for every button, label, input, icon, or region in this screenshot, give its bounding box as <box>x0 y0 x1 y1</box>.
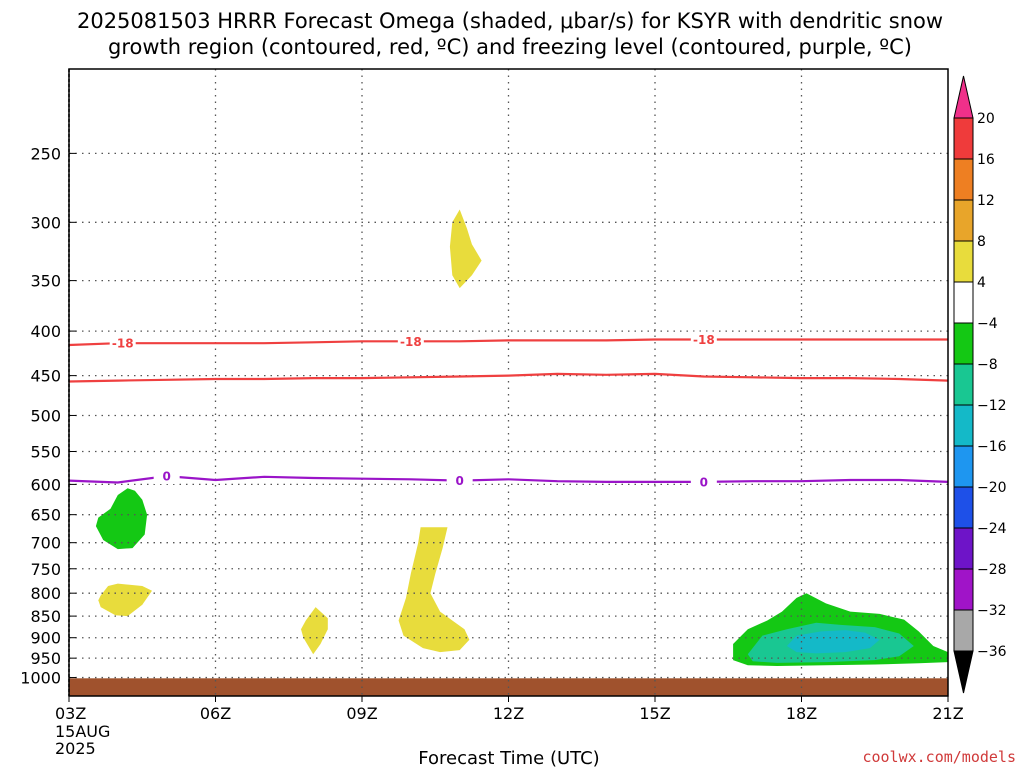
y-tick-label: 500 <box>30 406 61 425</box>
colorbar-segment <box>953 404 974 447</box>
contour-label: -18 <box>112 337 134 351</box>
x-tick-sublabel: 15AUG <box>55 722 110 741</box>
contour-label: -18 <box>693 333 715 347</box>
contour-line-1 <box>68 372 949 383</box>
x-tick-label: 03Z <box>55 704 86 723</box>
colorbar-label: −16 <box>977 439 1007 455</box>
colorbar-segment <box>953 322 974 365</box>
colorbar-segment <box>953 199 974 242</box>
y-tick-label: 600 <box>30 475 61 494</box>
colorbar-segment <box>953 117 974 160</box>
contour-label-bg <box>397 333 424 350</box>
colorbar-label: 16 <box>977 152 995 168</box>
omega-yellow-1 <box>98 583 152 617</box>
y-tick-label: 700 <box>30 534 61 553</box>
contour-label: 0 <box>162 470 170 484</box>
contour-line-2 <box>68 474 949 484</box>
x-tick-sublabel: 2025 <box>55 739 96 758</box>
contour-label-bg <box>109 335 136 352</box>
colorbar-label: −28 <box>977 562 1007 578</box>
x-tick-label: 09Z <box>346 704 377 723</box>
plot-area: -18 -18 -18 0 0 0 250 300 350 400 450 500 550 600 650 7… <box>20 68 964 758</box>
y-tick-label: 950 <box>30 649 61 668</box>
colorbar-segment <box>953 445 974 488</box>
contour-label-bg <box>446 472 473 489</box>
colorbar-label: −4 <box>977 316 998 332</box>
colorbar-bottom-arrow <box>953 650 974 694</box>
x-tick-label: 21Z <box>932 704 963 723</box>
y-tick-label: 900 <box>30 629 61 648</box>
colorbar-label: 12 <box>977 193 995 209</box>
x-tick-label: 15Z <box>639 704 670 723</box>
chart-title-line-1: 2025081503 HRRR Forecast Omega (shaded, … <box>77 9 943 33</box>
colorbar-segment <box>953 609 974 652</box>
colorbar-label: 8 <box>977 234 986 250</box>
x-tick-label: 12Z <box>493 704 524 723</box>
y-tick-label: 750 <box>30 560 61 579</box>
contour-line-0 <box>68 338 948 347</box>
y-tick-label: 350 <box>30 272 61 291</box>
credit-text: coolwx.com/models <box>862 748 1016 766</box>
y-tick-label: 850 <box>30 607 61 626</box>
colorbar-segment <box>953 240 974 283</box>
omega-yellow-4 <box>398 527 470 653</box>
colorbar: 20 16 12 8 4 −4 −8 −12 −16 −20 −24 −28 −32 −36 <box>953 75 1007 694</box>
contour-label-bg <box>153 468 180 485</box>
y-tick-label: 400 <box>30 322 61 341</box>
y-tick-label: 250 <box>30 144 61 163</box>
colorbar-label: −32 <box>977 603 1007 619</box>
colorbar-segment <box>953 568 974 611</box>
omega-cyan-1 <box>786 630 880 654</box>
y-tick-label: 550 <box>30 443 61 462</box>
colorbar-label: 20 <box>977 111 995 127</box>
y-tick-label: 1000 <box>20 669 61 688</box>
colorbar-label: −36 <box>977 644 1007 660</box>
colorbar-label: −24 <box>977 521 1007 537</box>
x-axis-title: Forecast Time (UTC) <box>418 748 599 768</box>
colorbar-label: −12 <box>977 398 1007 414</box>
contour-label-bg <box>690 331 717 348</box>
colorbar-label: −20 <box>977 480 1007 496</box>
colorbar-segment <box>953 486 974 529</box>
chart-title-line-2: growth region (contoured, red, ºC) and f… <box>108 35 912 59</box>
y-tick-label: 450 <box>30 367 61 386</box>
y-tick-label: 800 <box>30 584 61 603</box>
colorbar-label: −8 <box>977 357 998 373</box>
contour-label: 0 <box>455 474 463 488</box>
colorbar-segment <box>953 363 974 406</box>
colorbar-top-arrow <box>953 75 974 119</box>
y-tick-label: 300 <box>30 213 61 232</box>
omega-yellow-3 <box>301 607 328 655</box>
x-tick-label: 06Z <box>200 704 231 723</box>
contour-label: -18 <box>400 335 422 349</box>
omega-yellow-2 <box>449 209 482 289</box>
contour-label-bg <box>690 473 717 490</box>
omega-green-1 <box>95 488 148 550</box>
colorbar-label: 4 <box>977 275 986 291</box>
x-tick-label: 18Z <box>786 704 817 723</box>
contour-label: 0 <box>700 475 708 489</box>
y-tick-label: 650 <box>30 506 61 525</box>
colorbar-segment <box>953 281 974 324</box>
colorbar-segment <box>953 527 974 570</box>
colorbar-segment <box>953 158 974 201</box>
